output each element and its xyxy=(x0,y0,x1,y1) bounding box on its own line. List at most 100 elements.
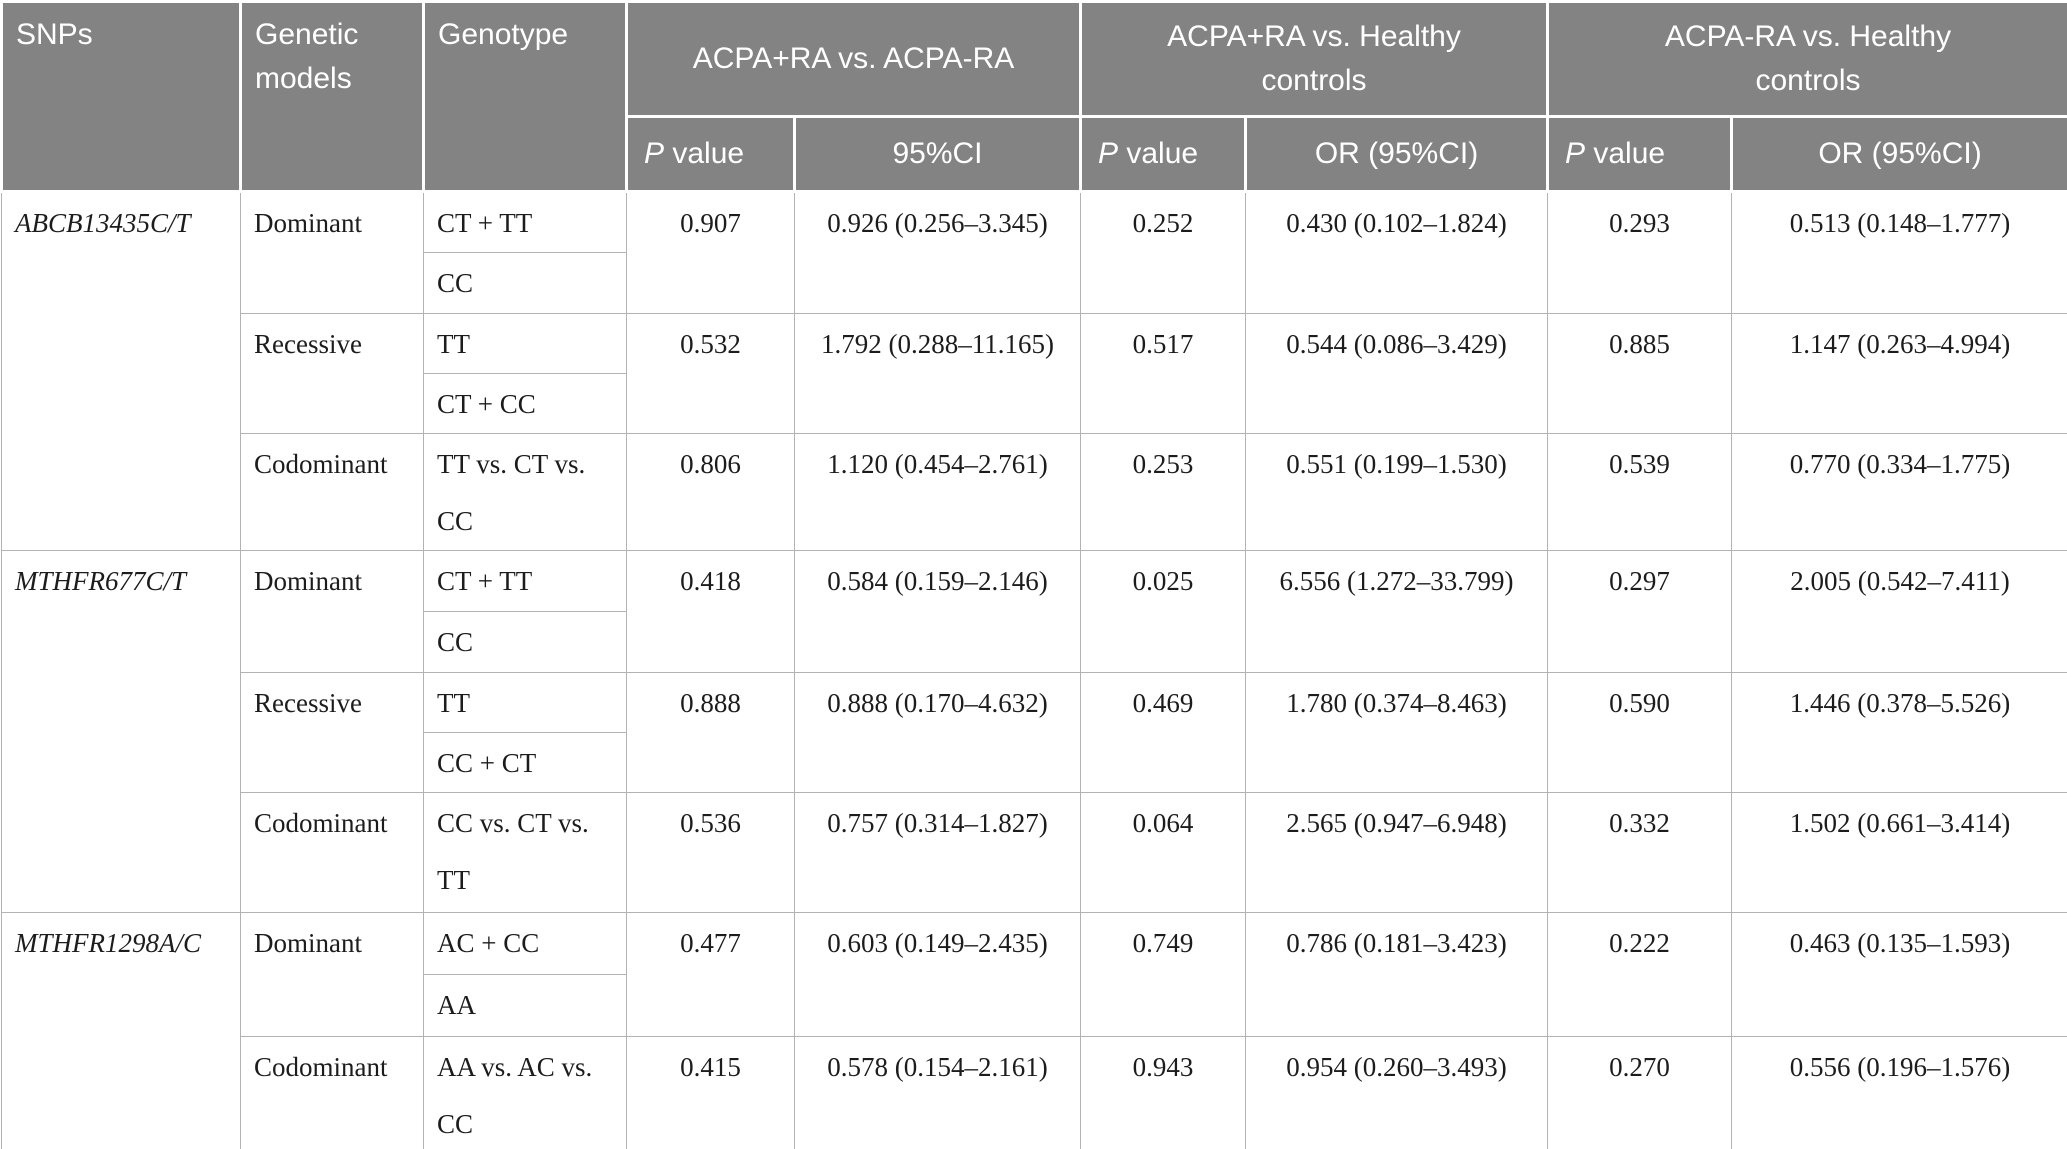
model-cell: Dominant xyxy=(240,191,424,314)
p-value-cell: 0.222 xyxy=(1547,912,1733,1037)
or-cell: 1.780 (0.374–8.463) xyxy=(1244,672,1549,793)
genotype-cell: CC xyxy=(423,252,627,314)
genotype-cell: CT + TT xyxy=(423,550,627,612)
model-cell: Codominant xyxy=(240,1036,424,1149)
or-cell: 1.502 (0.661–3.414) xyxy=(1731,792,2067,913)
header-group-acpa-pos-vs-acpa-neg: ACPA+RA vs. ACPA-RA xyxy=(625,0,1082,118)
header-snps: SNPs xyxy=(0,0,242,193)
p-rest: value xyxy=(1118,137,1199,170)
genotype-cell: AA vs. AC vs. CC xyxy=(423,1036,627,1149)
genotype-cell: TT vs. CT vs. CC xyxy=(423,433,627,551)
p-value-cell: 0.532 xyxy=(626,313,795,434)
p-value-cell: 0.885 xyxy=(1547,313,1733,434)
or-cell: 0.463 (0.135–1.593) xyxy=(1731,912,2067,1037)
model-cell: Dominant xyxy=(240,550,424,673)
or-cell: 6.556 (1.272–33.799) xyxy=(1244,550,1549,673)
header-p-value-1: P value xyxy=(625,115,796,193)
header-genetic-models: Genetic models xyxy=(239,0,425,193)
table-body: ABCB13435C/T Dominant CT + TT 0.907 0.92… xyxy=(1,191,2067,1149)
p-value-cell: 0.469 xyxy=(1080,672,1246,793)
or-cell: 2.565 (0.947–6.948) xyxy=(1244,792,1549,913)
p-value-cell: 0.253 xyxy=(1080,433,1246,551)
ci-cell: 1.792 (0.288–11.165) xyxy=(794,313,1081,434)
or-cell: 1.147 (0.263–4.994) xyxy=(1731,313,2067,434)
table-row: MTHFR677C/T Dominant CT + TT 0.418 0.584… xyxy=(1,550,2067,913)
genotype-cell: TT xyxy=(423,313,627,374)
or-cell: 0.551 (0.199–1.530) xyxy=(1244,433,1549,551)
model-cell: Codominant xyxy=(240,433,424,551)
p-rest: value xyxy=(664,137,745,170)
or-cell: 0.513 (0.148–1.777) xyxy=(1731,191,2067,314)
table-row: CC xyxy=(2,252,2067,314)
p-value-cell: 0.907 xyxy=(626,191,795,314)
p-value-cell: 0.590 xyxy=(1547,672,1733,793)
model-cell: Recessive xyxy=(240,672,424,793)
snp-cell: MTHFR1298A/C xyxy=(1,912,241,1149)
or-cell: 0.770 (0.334–1.775) xyxy=(1731,433,2067,551)
ci-cell: 0.584 (0.159–2.146) xyxy=(794,550,1081,673)
p-value-cell: 0.943 xyxy=(1080,1036,1246,1149)
genotype-cell: TT xyxy=(423,672,627,733)
genotype-cell: CC xyxy=(423,611,627,673)
genotype-cell: CC vs. CT vs. TT xyxy=(423,792,627,913)
snp-cell: ABCB13435C/T xyxy=(1,191,241,551)
genotype-cell: AA xyxy=(423,974,627,1037)
model-cell: Dominant xyxy=(240,912,424,1037)
table-row: Recessive TT 0.888 0.888 (0.170–4.632) 0… xyxy=(2,672,2067,793)
header-ci-1: 95%CI xyxy=(793,115,1082,193)
p-value-cell: 0.293 xyxy=(1547,191,1733,314)
header-group-acpa-neg-vs-healthy: ACPA-RA vs. Healthy controls xyxy=(1546,0,2067,118)
or-cell: 1.446 (0.378–5.526) xyxy=(1731,672,2067,793)
or-cell: 0.556 (0.196–1.576) xyxy=(1731,1036,2067,1149)
p-value-cell: 0.517 xyxy=(1080,313,1246,434)
header-p-value-3: P value xyxy=(1546,115,1734,193)
table-row: CC xyxy=(2,611,2067,673)
or-cell: 0.954 (0.260–3.493) xyxy=(1244,1036,1549,1149)
p-value-cell: 0.536 xyxy=(626,792,795,913)
or-cell: 0.786 (0.181–3.423) xyxy=(1244,912,1549,1037)
p-value-cell: 0.064 xyxy=(1080,792,1246,913)
table-header: SNPs Genetic models Genotype ACPA+RA vs.… xyxy=(0,0,2067,193)
genotype-cell: CT + CC xyxy=(423,373,627,434)
p-value-cell: 0.806 xyxy=(626,433,795,551)
model-cell: Recessive xyxy=(240,313,424,434)
or-cell: 0.430 (0.102–1.824) xyxy=(1244,191,1549,314)
p-value-cell: 0.477 xyxy=(626,912,795,1037)
p-italic: P xyxy=(1098,137,1119,170)
genotype-cell: CT + TT xyxy=(423,191,627,253)
table-row: MTHFR1298A/C Dominant AC + CC 0.477 0.60… xyxy=(1,912,2067,1149)
table-row: ABCB13435C/T Dominant CT + TT 0.907 0.92… xyxy=(1,191,2067,551)
snp-cell: MTHFR677C/T xyxy=(1,550,241,913)
p-value-cell: 0.252 xyxy=(1080,191,1246,314)
p-value-cell: 0.539 xyxy=(1547,433,1733,551)
model-cell: Codominant xyxy=(240,792,424,913)
header-or-3: OR (95%CI) xyxy=(1730,115,2067,193)
p-value-cell: 0.749 xyxy=(1080,912,1246,1037)
ci-cell: 0.926 (0.256–3.345) xyxy=(794,191,1081,314)
table-row: Codominant AA vs. AC vs. CC 0.415 0.578 … xyxy=(2,1036,2067,1149)
header-p-value-2: P value xyxy=(1079,115,1247,193)
or-cell: 2.005 (0.542–7.411) xyxy=(1731,550,2067,673)
genotype-cell: CC + CT xyxy=(423,732,627,793)
p-value-cell: 0.888 xyxy=(626,672,795,793)
p-value-cell: 0.418 xyxy=(626,550,795,673)
ci-cell: 0.888 (0.170–4.632) xyxy=(794,672,1081,793)
p-value-cell: 0.270 xyxy=(1547,1036,1733,1149)
table-row: Recessive TT 0.532 1.792 (0.288–11.165) … xyxy=(2,313,2067,434)
p-value-cell: 0.415 xyxy=(626,1036,795,1149)
p-rest: value xyxy=(1585,137,1666,170)
header-group-acpa-pos-vs-healthy: ACPA+RA vs. Healthy controls xyxy=(1078,0,1550,118)
table-row: Codominant CC vs. CT vs. TT 0.536 0.757 … xyxy=(2,792,2067,913)
p-italic: P xyxy=(1565,137,1586,170)
ci-cell: 0.757 (0.314–1.827) xyxy=(794,792,1081,913)
ci-cell: 0.603 (0.149–2.435) xyxy=(794,912,1081,1037)
header-or-2: OR (95%CI) xyxy=(1243,115,1550,193)
table-row: CT + CC xyxy=(2,373,2067,434)
p-italic: P xyxy=(644,137,665,170)
or-cell: 0.544 (0.086–3.429) xyxy=(1244,313,1549,434)
p-value-cell: 0.332 xyxy=(1547,792,1733,913)
header-genotype: Genotype xyxy=(422,0,628,193)
genotype-cell: AC + CC xyxy=(423,912,627,975)
